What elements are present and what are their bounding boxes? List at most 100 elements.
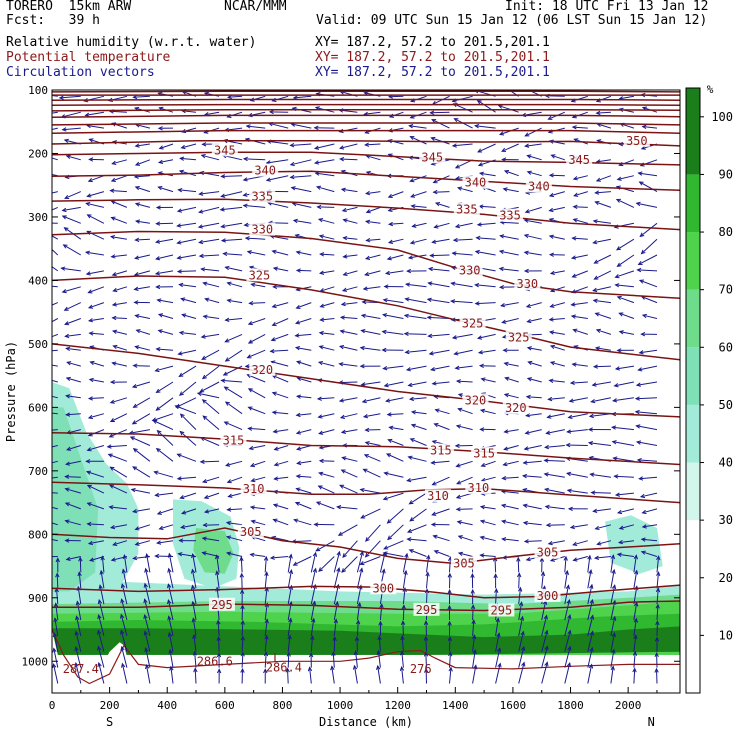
x-tick-label-0: 0 [49, 699, 56, 712]
theta-contour-300 [52, 584, 680, 599]
vector-arrow-989 [448, 651, 453, 668]
vector-arrow-632 [296, 460, 312, 466]
vector-arrow-231 [387, 221, 404, 227]
vector-arrow-666 [456, 476, 473, 485]
vector-arrow-970 [633, 634, 638, 652]
init-time: Init: 18 UTC Fri 13 Jan 12 [505, 0, 709, 14]
vector-arrow-647 [636, 458, 658, 463]
vector-arrow-240 [592, 219, 611, 224]
vector-arrow-924 [191, 617, 197, 636]
vector-arrow-456 [594, 346, 611, 351]
vector-arrow-382 [134, 314, 151, 319]
vector-arrow-589 [545, 429, 565, 435]
colorbar-tick-label-60: 60 [719, 340, 733, 354]
vector-arrow-559 [479, 408, 496, 415]
vector-arrow-235 [476, 222, 496, 227]
vector-arrow-135 [52, 174, 58, 177]
vector-arrow-389 [294, 318, 312, 325]
vector-arrow-554 [362, 413, 381, 419]
vector-arrow-1006 [216, 668, 222, 684]
vector-arrow-926 [240, 619, 245, 636]
vector-arrow-657 [250, 476, 266, 483]
vector-arrow-222 [176, 222, 197, 228]
vector-arrow-218 [86, 214, 105, 224]
vector-arrow-680 [154, 492, 174, 498]
theta-label-bg [471, 446, 498, 460]
vector-arrow-282 [319, 252, 335, 257]
vector-arrow-797 [359, 556, 381, 566]
vector-arrow-289 [474, 249, 496, 256]
vector-arrow-196 [198, 206, 220, 214]
vector-arrow-679 [130, 488, 150, 494]
vector-arrow-29 [84, 111, 104, 117]
vector-arrow-796 [341, 556, 358, 573]
vector-arrow-475 [405, 365, 427, 372]
theta-label-330-2: 330 [516, 277, 538, 291]
vector-arrow-291 [523, 250, 542, 256]
vector-arrow-546 [174, 405, 197, 415]
vector-arrow-757 [64, 538, 81, 543]
vector-arrow-249 [176, 238, 197, 245]
vector-arrow-731 [86, 521, 104, 527]
vector-arrow-258 [387, 238, 404, 244]
vector-arrow-902 [310, 600, 317, 621]
vector-arrow-161 [637, 171, 658, 177]
theta-label-345-2: 345 [568, 153, 590, 167]
vector-arrow-928 [287, 617, 293, 636]
vector-arrow-1021 [564, 662, 572, 684]
vector-arrow-914 [587, 598, 594, 621]
vector-arrow-198 [242, 203, 266, 208]
theta-label-305-2: 305 [537, 546, 559, 560]
vector-arrow-999 [52, 662, 59, 684]
vector-arrow-247 [134, 237, 150, 243]
vector-arrow-364 [340, 301, 358, 307]
vector-arrow-825 [402, 552, 409, 573]
vector-arrow-371 [500, 302, 519, 308]
vector-arrow-8 [227, 94, 243, 100]
vector-arrow-603 [248, 445, 266, 451]
vector-arrow-614 [503, 445, 519, 451]
vector-arrow-712 [272, 503, 289, 510]
vector-arrow-710 [226, 507, 243, 512]
vector-arrow-460 [66, 361, 81, 367]
vector-arrow-831 [539, 556, 545, 573]
vector-arrow-564 [588, 413, 611, 419]
vector-arrow-356 [156, 298, 174, 304]
vector-arrow-264 [523, 233, 542, 240]
vector-arrow-931 [355, 619, 361, 636]
vector-arrow-312 [385, 270, 404, 276]
vector-arrow-298 [60, 266, 81, 272]
vector-arrow-812 [100, 555, 105, 573]
vector-arrow-776 [501, 537, 519, 542]
vector-arrow-54 [52, 127, 58, 131]
vector-arrow-354 [111, 302, 127, 307]
vector-arrow-309 [318, 270, 335, 275]
vector-arrow-485 [637, 365, 658, 372]
vector-arrow-735 [180, 524, 197, 530]
vector-arrow-818 [239, 556, 244, 573]
vector-arrow-979 [216, 652, 222, 668]
vector-arrow-1017 [472, 664, 478, 684]
vector-arrow-461 [89, 360, 105, 367]
y-tick-label-200: 200 [28, 147, 48, 160]
vector-arrow-490 [131, 381, 151, 389]
vector-arrow-596 [86, 445, 105, 452]
vector-arrow-661 [340, 469, 358, 478]
vector-arrow-1010 [307, 666, 313, 684]
vector-arrow-834 [610, 554, 616, 573]
vector-arrow-573 [179, 413, 197, 430]
vector-arrow-653 [153, 470, 174, 478]
vector-arrow-610 [409, 438, 427, 446]
vector-arrow-293 [571, 254, 588, 260]
vector-arrow-433 [65, 346, 81, 351]
vector-arrow-706 [132, 508, 150, 514]
vector-arrow-945 [52, 632, 59, 652]
vector-arrow-410 [157, 329, 174, 335]
vector-arrow-250 [198, 238, 220, 245]
vector-arrow-839 [99, 569, 105, 589]
vector-arrow-990 [472, 649, 477, 668]
vector-arrow-960 [400, 635, 405, 652]
vector-arrow-911 [518, 601, 524, 621]
vector-arrow-138 [110, 175, 128, 182]
vector-arrow-709 [203, 508, 220, 514]
